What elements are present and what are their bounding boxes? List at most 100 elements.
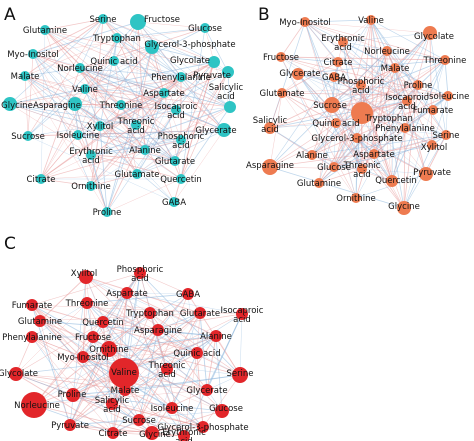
node-label-ornithine: Ornithine — [336, 194, 375, 204]
edge — [82, 356, 204, 428]
node-fructose — [276, 52, 286, 62]
node-erythronic-acid — [338, 37, 348, 47]
edge — [304, 21, 388, 52]
edge — [113, 60, 182, 78]
edge — [136, 109, 177, 175]
edge — [15, 302, 88, 375]
node-sucrose — [133, 414, 145, 426]
edge — [269, 166, 363, 170]
node-glycerol-3-phosphate — [197, 421, 209, 433]
edge — [116, 37, 165, 94]
node-glycolate — [9, 367, 23, 381]
edge — [84, 88, 146, 151]
node-phenylalanine — [400, 123, 410, 133]
edge — [304, 19, 372, 23]
edge — [183, 313, 243, 437]
edge — [136, 76, 182, 175]
edge — [280, 56, 335, 168]
edge — [281, 61, 339, 94]
edge — [82, 352, 198, 358]
node-label-quercetin: Quercetin — [160, 175, 202, 185]
edge — [136, 139, 182, 175]
node-label-phenylalanine: Phenylalanine — [2, 333, 62, 343]
edge — [102, 18, 215, 63]
node-label-glycine: Glycine — [388, 202, 420, 212]
edge — [403, 84, 419, 209]
node-valine — [366, 15, 376, 25]
edge — [425, 134, 447, 175]
node-isocaproic-acid — [402, 96, 412, 106]
node-label-malate: Malate — [381, 64, 410, 74]
edge — [77, 134, 182, 141]
edge — [342, 32, 431, 43]
edge — [403, 59, 446, 209]
node-quercetin — [97, 316, 109, 328]
edge — [136, 129, 225, 175]
edge — [135, 21, 139, 126]
edge — [24, 75, 101, 127]
node-valine — [109, 358, 139, 388]
node-norleucine — [382, 46, 392, 56]
edge — [69, 410, 223, 426]
edge — [202, 374, 241, 428]
edge — [102, 312, 151, 323]
edge — [79, 67, 176, 162]
edge — [139, 272, 241, 376]
edge — [108, 348, 198, 354]
edge — [269, 84, 419, 129]
node-erythronic-acid — [86, 150, 96, 160]
node-sucrose — [324, 97, 340, 113]
node-norleucine — [21, 392, 47, 418]
edge — [280, 21, 306, 58]
node-label-glycerate: Glycerate — [186, 386, 227, 396]
node-serine — [232, 367, 248, 383]
edge — [335, 122, 447, 136]
edge — [444, 59, 449, 97]
edge — [269, 100, 408, 129]
node-label-glycine: Glycine — [139, 430, 171, 440]
edge — [79, 27, 206, 69]
node-label-ornithine: Ornithine — [89, 345, 128, 355]
edge — [333, 76, 408, 102]
node-glutamate — [132, 169, 142, 179]
edge — [116, 37, 231, 108]
edge — [151, 46, 215, 63]
edge — [204, 27, 229, 73]
node-label-glutamine: Glutamine — [23, 26, 67, 36]
edge — [269, 122, 337, 129]
node-glutarate — [170, 156, 180, 166]
edge — [86, 302, 159, 331]
edge — [15, 373, 126, 391]
edge — [280, 56, 408, 102]
edge — [137, 21, 215, 63]
edge — [360, 84, 449, 97]
node-proline — [102, 207, 112, 217]
edge — [394, 67, 406, 129]
node-xylitol — [95, 121, 105, 131]
edge — [40, 173, 138, 180]
node-label-valine: Valine — [358, 16, 384, 26]
edge — [27, 135, 175, 203]
edge — [69, 419, 140, 426]
node-label-ornithine: Ornithine — [71, 182, 110, 192]
node-label-citrate: Citrate — [324, 58, 353, 68]
edge — [403, 127, 406, 209]
edge — [149, 312, 168, 370]
edge — [331, 59, 446, 106]
edge — [335, 32, 431, 124]
node-asparagine — [262, 159, 278, 175]
edge — [429, 32, 433, 146]
node-label-glycerol-3-phosphate: Glycerol-3-phosphate — [144, 40, 235, 50]
edge — [304, 21, 333, 106]
edge — [15, 352, 198, 375]
node-label-gaba: GABA — [322, 73, 346, 83]
node-label-salicylic-acid: Salicylic acid — [209, 83, 244, 102]
node-label-phenylalanine: Phenylalanine — [375, 124, 435, 134]
edge — [85, 276, 151, 314]
edge — [69, 424, 185, 437]
edge — [281, 84, 419, 94]
node-alanine — [210, 330, 222, 342]
edge — [112, 368, 168, 434]
